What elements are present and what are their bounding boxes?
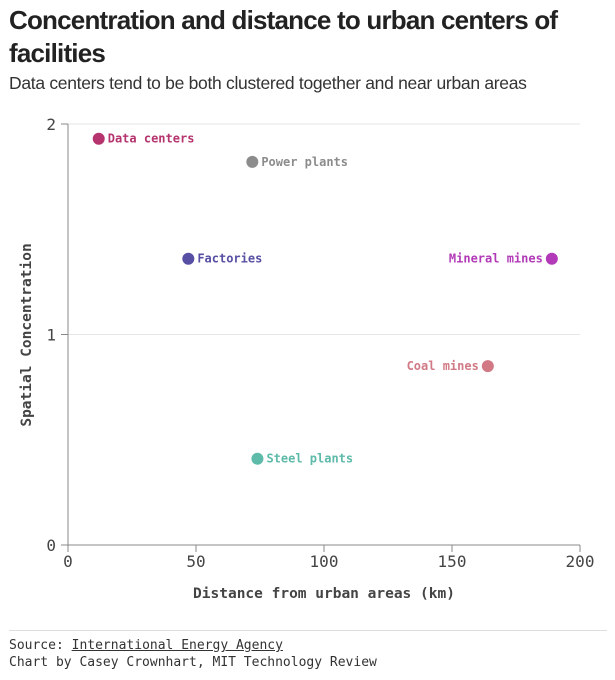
x-axis-label: Distance from urban areas (km) — [193, 586, 455, 602]
data-point-label: Power plants — [261, 155, 348, 169]
credit-line: Chart by Casey Crownhart, MIT Technology… — [9, 655, 377, 670]
x-tick-label: 150 — [438, 552, 467, 571]
source-line: Source: International Energy Agency — [9, 637, 377, 654]
data-point-label: Factories — [197, 252, 262, 266]
data-point — [481, 360, 494, 373]
chart-subtitle: Data centers tend to be both clustered t… — [9, 73, 527, 93]
data-point — [251, 452, 264, 465]
source-prefix: Source: — [9, 638, 72, 653]
footer-divider — [9, 630, 607, 631]
data-point-label: Coal mines — [407, 359, 479, 373]
data-point — [545, 252, 558, 265]
data-point-label: Mineral mines — [449, 252, 543, 266]
x-tick-label: 100 — [310, 552, 339, 571]
data-point — [182, 252, 195, 265]
y-tick-label: 0 — [46, 536, 56, 555]
grid-layer — [68, 123, 580, 335]
x-tick-label: 0 — [63, 552, 73, 571]
tick-layer: 0 1 2 0 50 100 150 200 — [46, 115, 594, 571]
data-point — [246, 155, 259, 168]
x-tick-label: 200 — [566, 552, 595, 571]
axis-layer — [61, 123, 581, 552]
data-point-label: Steel plants — [266, 452, 353, 466]
y-axis-label: Spatial Concentration — [19, 243, 35, 426]
data-point — [92, 132, 105, 145]
chart-title: Concentration and distance to urban cent… — [9, 5, 558, 68]
point-layer: Data centers Power plants Factories Mineral… — [92, 132, 558, 466]
footer: Source: International Energy Agency Char… — [9, 637, 377, 671]
scatter-plot: 0 1 2 0 50 100 150 200 Distance from urban area… — [19, 115, 594, 602]
data-point-label: Data centers — [108, 132, 195, 146]
x-tick-label: 50 — [186, 552, 205, 571]
source-link[interactable]: International Energy Agency — [71, 638, 283, 653]
y-tick-label: 1 — [46, 326, 56, 345]
y-tick-label: 2 — [46, 115, 56, 134]
